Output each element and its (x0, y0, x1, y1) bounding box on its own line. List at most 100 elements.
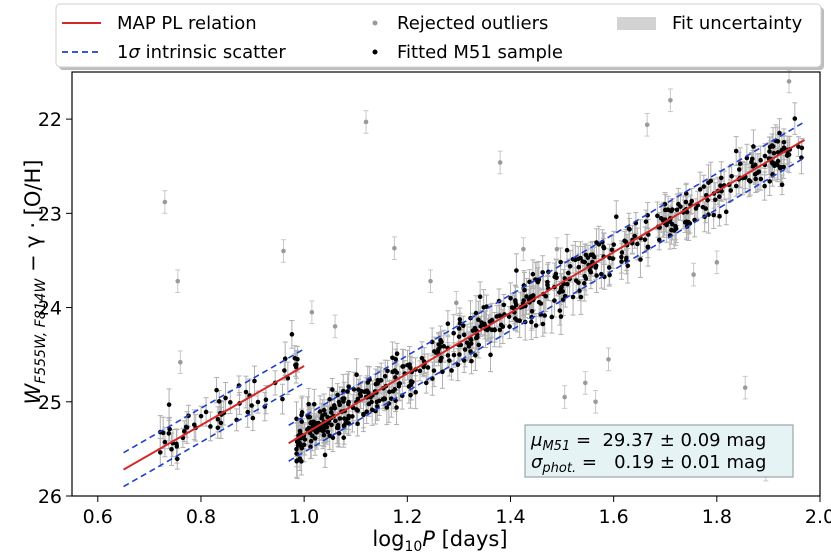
fitted-point (577, 288, 582, 294)
fitted-point (329, 422, 334, 428)
fitted-point (476, 317, 481, 323)
fitted-point (198, 413, 204, 419)
fitted-point (302, 437, 308, 442)
fitted-point (642, 237, 648, 242)
fitted-point (393, 375, 398, 380)
fitted-point (781, 139, 787, 145)
fitted-point (436, 342, 442, 347)
fitted-point (341, 397, 346, 402)
fitted-point (564, 247, 570, 253)
fitted-point (322, 452, 328, 458)
fitted-point (588, 252, 594, 258)
fitted-point (377, 378, 383, 383)
fitted-point (501, 302, 507, 308)
fitted-point (781, 145, 787, 151)
fitted-point (417, 368, 423, 374)
fitted-point (554, 275, 559, 281)
fitted-point (756, 169, 762, 175)
fitted-point (456, 334, 462, 339)
fitted-point (439, 355, 444, 361)
y-tick-label: 24 (38, 298, 62, 320)
legend-scatter-label: 1σ intrinsic scatter (117, 42, 286, 63)
legend-uncertainty-swatch (617, 17, 656, 30)
fitted-point (312, 436, 318, 441)
fitted-point (507, 324, 512, 329)
fitted-point (344, 416, 349, 422)
fitted-point (656, 237, 662, 243)
outlier-point (428, 278, 433, 284)
fitted-point (413, 389, 418, 395)
fitted-point (582, 259, 588, 265)
fitted-point (635, 241, 640, 247)
fitted-point (594, 273, 599, 278)
fitted-point (529, 319, 534, 325)
fitted-point (245, 409, 250, 415)
fitted-point (777, 165, 783, 171)
points-layer (157, 79, 805, 472)
fitted-point (583, 252, 589, 258)
fitted-point (529, 308, 535, 314)
fitted-point (553, 271, 559, 277)
fitted-point (697, 187, 703, 192)
fitted-point (431, 368, 437, 373)
fitted-point (619, 259, 624, 264)
fitted-point (336, 399, 342, 405)
fitted-point (799, 145, 805, 151)
fitted-point (718, 183, 723, 188)
outlier-point (521, 246, 526, 252)
annotation-background (524, 424, 794, 478)
fitted-point (481, 321, 487, 327)
plot-frame (71, 71, 821, 497)
x-axis: 0.6 0.8 1.0 1.2 1.4 1.6 1.8 2.0 (83, 496, 831, 528)
fitted-point (784, 153, 790, 158)
fitted-point (559, 284, 564, 290)
fitted-point (445, 321, 451, 327)
fitted-point (250, 415, 256, 421)
fitted-point (436, 346, 441, 352)
fitted-point (796, 144, 801, 149)
fitted-point (457, 320, 463, 326)
fitted-point (385, 368, 390, 374)
fitted-point (294, 446, 299, 452)
fitted-point (473, 310, 479, 316)
legend-outlier-marker (372, 20, 378, 26)
fitted-point (521, 298, 526, 303)
fitted-point (345, 401, 351, 407)
fitted-point (468, 337, 474, 343)
fitted-point (297, 456, 303, 462)
fitted-point (455, 362, 461, 368)
y-tick-label: 22 (38, 109, 62, 131)
fitted-point (438, 337, 443, 343)
fitted-point (330, 387, 335, 392)
outlier-point (281, 248, 286, 254)
fitted-point (610, 256, 616, 261)
x-tick-label: 0.6 (83, 506, 113, 528)
fitted-point (341, 423, 347, 428)
fitted-point (294, 451, 299, 456)
x-tick-label: 1.2 (392, 506, 422, 528)
fitted-point (530, 271, 536, 277)
fitted-point (396, 381, 402, 387)
legend: MAP PL relation 1σ intrinsic scatter Rej… (55, 3, 824, 70)
fitted-point (489, 317, 495, 323)
fitted-point (558, 314, 564, 319)
fitted-point (387, 389, 392, 395)
fitted-point (478, 324, 483, 329)
fitted-point (328, 410, 334, 415)
fitted-point (457, 317, 463, 322)
fitted-point (581, 281, 587, 286)
fitted-point (174, 444, 180, 449)
fitted-point (203, 409, 209, 415)
fitted-point (540, 270, 545, 275)
y-tick-label: 23 (38, 203, 62, 225)
fitted-point (214, 387, 219, 393)
fitted-point (423, 380, 429, 386)
fitted-point (767, 179, 773, 184)
fitted-point (464, 340, 470, 345)
fitted-point (567, 263, 573, 269)
fitted-point (613, 214, 619, 220)
fitted-point (689, 198, 695, 204)
fitted-point (643, 219, 649, 224)
fitted-point (394, 351, 400, 357)
fitted-point (392, 368, 398, 373)
